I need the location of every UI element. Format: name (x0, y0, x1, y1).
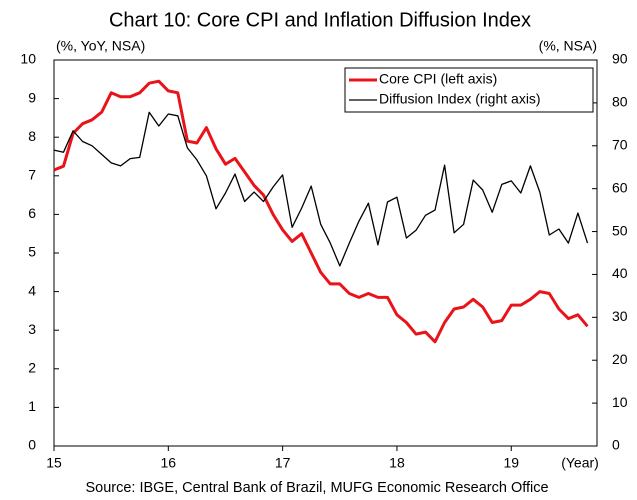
y-tick-label: 1 (28, 398, 36, 414)
source-note: Source: IBGE, Central Bank of Brazil, MU… (85, 480, 548, 496)
plot-frame (53, 59, 598, 447)
y-tick-label: 5 (28, 244, 36, 260)
x-axis-label: (Year) (561, 455, 599, 471)
y-tick-label: 2 (28, 360, 36, 376)
y2-tick-label: 10 (612, 394, 628, 410)
legend-label: Core CPI (left axis) (379, 71, 497, 87)
y-tick-label: 3 (28, 321, 36, 337)
y2-tick-label: 50 (612, 222, 628, 238)
y2-tick-label: 40 (612, 265, 628, 281)
y-tick-label: 4 (28, 282, 36, 298)
y2-tick-label: 30 (612, 308, 628, 324)
y-tick-label: 7 (28, 167, 36, 183)
y-tick-label: 10 (20, 51, 36, 67)
y2-tick-label: 0 (612, 437, 620, 453)
x-tick-label: 15 (46, 455, 62, 471)
series-line (53, 79, 589, 344)
series-line (53, 111, 589, 267)
y2-tick-label: 60 (612, 179, 628, 195)
y-axis-label: (%, YoY, NSA) (56, 38, 145, 54)
x-tick-label: 18 (389, 455, 405, 471)
legend-box (344, 67, 594, 113)
x-tick-label: 17 (275, 455, 291, 471)
y2-tick-label: 90 (612, 51, 628, 67)
y2-tick-label: 70 (612, 136, 628, 152)
legend-label: Diffusion Index (right axis) (379, 91, 541, 107)
y-tick-label: 6 (28, 205, 36, 221)
y-tick-label: 9 (28, 89, 36, 105)
x-tick-label: 19 (503, 455, 519, 471)
x-tick-label: 16 (161, 455, 177, 471)
y2-tick-label: 80 (612, 94, 628, 110)
y-tick-label: 0 (28, 437, 36, 453)
y-tick-label: 8 (28, 128, 36, 144)
y2-tick-label: 20 (612, 351, 628, 367)
y2-axis-label: (%, NSA) (539, 38, 597, 54)
chart-title: Chart 10: Core CPI and Inflation Diffusi… (109, 9, 531, 31)
